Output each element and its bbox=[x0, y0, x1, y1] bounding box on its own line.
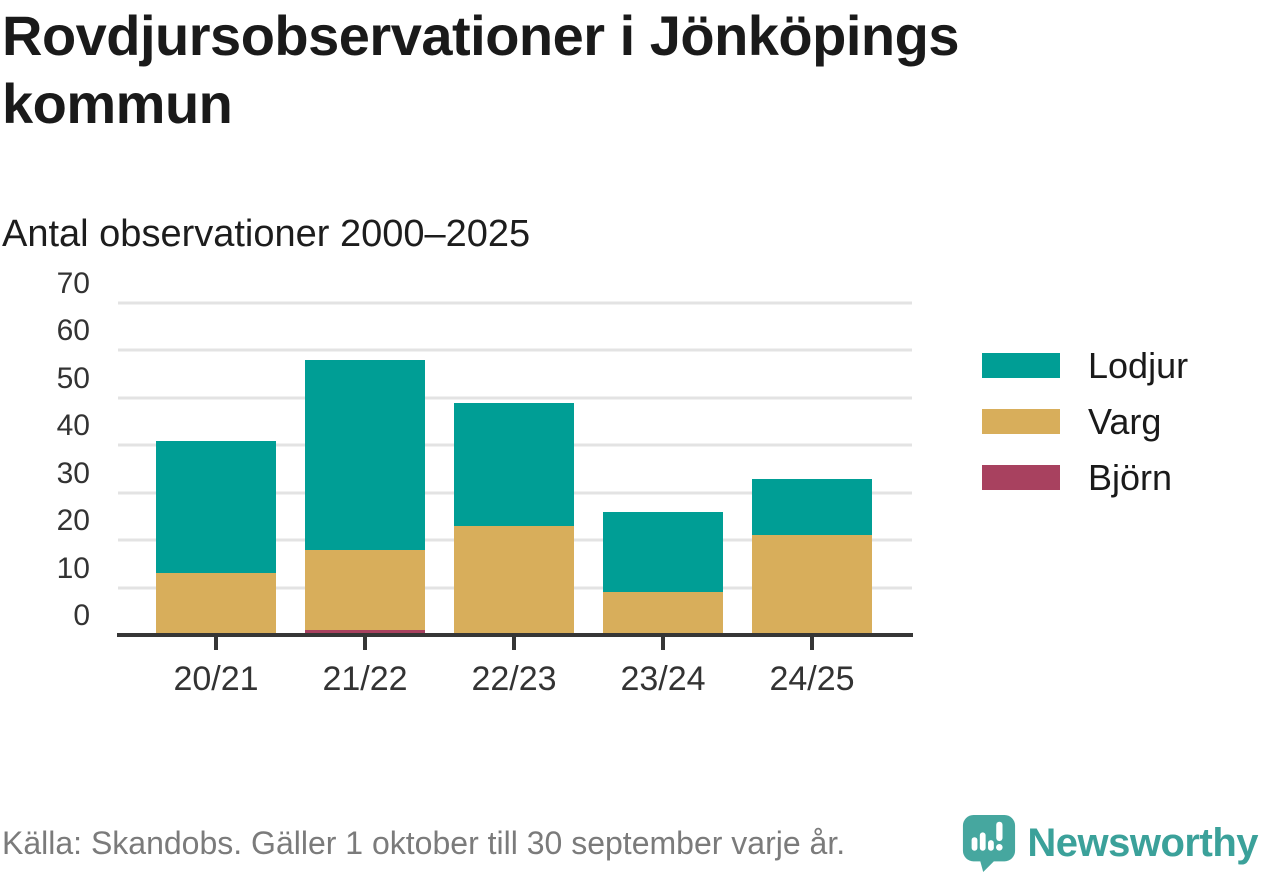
legend-item-björn: Björn bbox=[982, 456, 1188, 499]
bar-stack bbox=[752, 478, 872, 635]
bar-segment-varg bbox=[603, 592, 723, 635]
source-note: Källa: Skandobs. Gäller 1 oktober till 3… bbox=[2, 824, 846, 861]
bar-segment-varg bbox=[156, 573, 276, 635]
bar-segment-lodjur bbox=[603, 511, 723, 593]
x-axis-tick bbox=[214, 637, 218, 650]
chart-subtitle: Antal observationer 2000–2025 bbox=[2, 213, 531, 255]
bar-stack bbox=[156, 440, 276, 635]
legend-label: Lodjur bbox=[1088, 345, 1189, 386]
newsworthy-speech-bubble-icon bbox=[963, 815, 1016, 872]
bar-group bbox=[291, 359, 440, 635]
y-axis-label: 10 bbox=[56, 551, 90, 585]
bar-segment-lodjur bbox=[752, 478, 872, 536]
bar-group bbox=[589, 511, 738, 635]
bar-group bbox=[738, 478, 887, 635]
newsworthy-wordmark: Newsworthy bbox=[1027, 820, 1258, 865]
bar-group bbox=[440, 402, 589, 635]
x-axis-label: 22/23 bbox=[471, 660, 557, 698]
y-axis-label: 50 bbox=[56, 361, 90, 395]
x-axis-tick bbox=[661, 637, 665, 650]
bar-segment-lodjur bbox=[156, 440, 276, 574]
bar-segment-varg bbox=[454, 525, 574, 635]
legend-item-lodjur: Lodjur bbox=[982, 344, 1188, 387]
bar-stack bbox=[603, 511, 723, 635]
x-axis-tick bbox=[363, 637, 367, 650]
bar-segment-lodjur bbox=[454, 402, 574, 526]
bar-segment-varg bbox=[305, 549, 425, 631]
x-axis-tick bbox=[810, 637, 814, 650]
legend-label: Björn bbox=[1088, 457, 1173, 498]
x-axis: 20/21 21/22 22/23 23/24 24/25 bbox=[118, 637, 910, 707]
newsworthy-logo: Newsworthy bbox=[961, 813, 1258, 873]
y-axis-label: 30 bbox=[56, 456, 90, 490]
plot-area bbox=[117, 301, 913, 637]
y-axis-label: 0 bbox=[73, 599, 90, 632]
legend-swatch bbox=[982, 465, 1060, 490]
y-axis-label: 40 bbox=[56, 409, 90, 443]
bar-stack bbox=[454, 402, 574, 635]
y-axis-label: 60 bbox=[56, 314, 90, 348]
x-axis-label: 24/25 bbox=[769, 660, 855, 698]
x-axis-line bbox=[117, 633, 913, 637]
legend-label: Varg bbox=[1088, 401, 1162, 442]
gridline bbox=[118, 301, 912, 305]
x-axis-tick bbox=[512, 637, 516, 650]
legend-item-varg: Varg bbox=[982, 400, 1188, 443]
bar-segment-björn bbox=[305, 630, 425, 635]
legend: Lodjur Varg Björn bbox=[982, 344, 1188, 512]
x-axis-label: 23/24 bbox=[620, 660, 706, 698]
bar-stack bbox=[305, 359, 425, 635]
bar-group bbox=[142, 440, 291, 635]
x-axis-label: 21/22 bbox=[322, 660, 408, 698]
gridline bbox=[118, 348, 912, 352]
y-axis-label: 20 bbox=[56, 504, 90, 538]
y-axis: 0 10 20 30 40 50 60 70 bbox=[0, 267, 90, 635]
y-axis-label: 70 bbox=[56, 267, 90, 300]
footer: Källa: Skandobs. Gäller 1 oktober till 3… bbox=[2, 813, 1258, 873]
x-axis-label: 20/21 bbox=[173, 660, 259, 698]
page-title: Rovdjursobservationer i Jönköpings kommu… bbox=[2, 4, 959, 135]
bar-segment-lodjur bbox=[305, 359, 425, 550]
legend-swatch bbox=[982, 353, 1060, 378]
legend-swatch bbox=[982, 409, 1060, 434]
gridline bbox=[118, 396, 912, 400]
bar-segment-varg bbox=[752, 535, 872, 635]
